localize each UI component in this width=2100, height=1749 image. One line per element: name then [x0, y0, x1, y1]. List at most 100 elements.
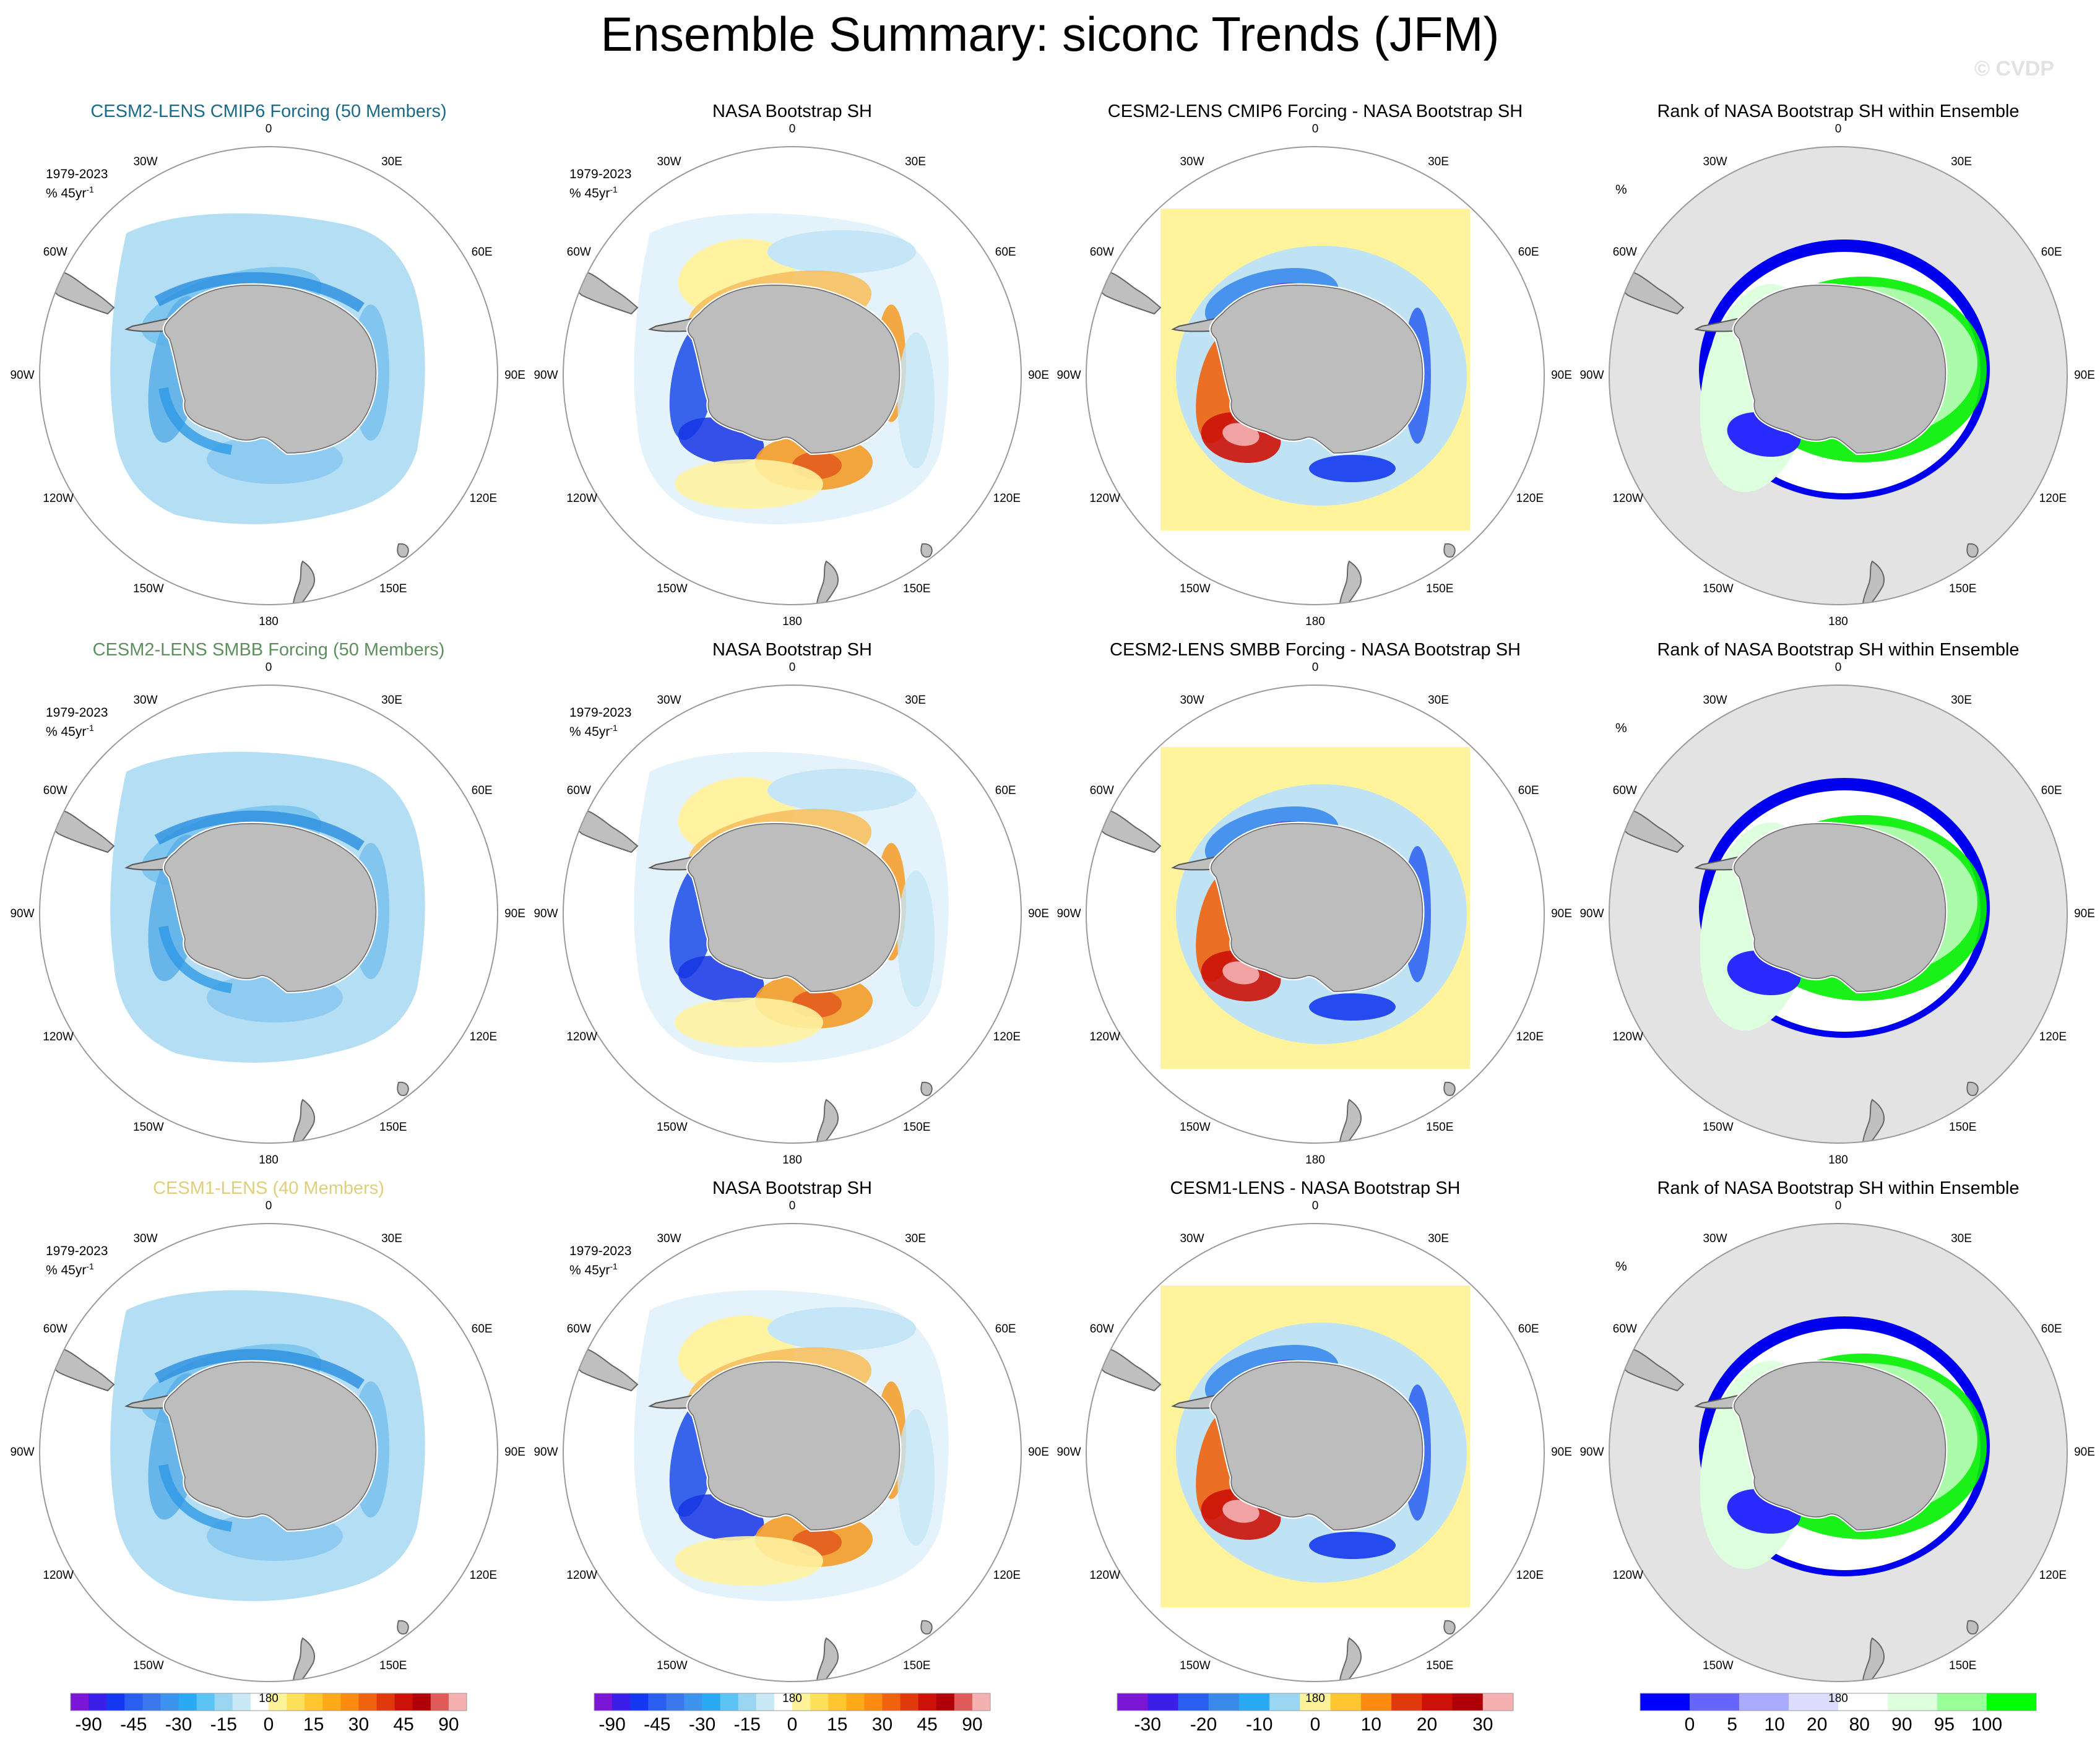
longitude-label: 30W — [133, 1232, 158, 1246]
longitude-label: 150W — [657, 1659, 688, 1672]
map-boundary — [563, 1223, 1022, 1682]
colorbar-swatch — [1238, 1693, 1270, 1711]
colorbar-tick-label: 45 — [393, 1714, 414, 1735]
colorbar-tick-label: 90 — [438, 1714, 459, 1735]
longitude-label: 90W — [10, 369, 35, 382]
colorbar — [1117, 1693, 1514, 1711]
longitude-label: 120E — [2039, 1030, 2067, 1043]
polar-map — [1609, 684, 2068, 1144]
colorbar-swatch — [1269, 1693, 1300, 1711]
longitude-label: 90W — [1579, 907, 1604, 920]
longitude-label: 150W — [1703, 1120, 1734, 1134]
colorbar-tick-label: 15 — [827, 1714, 848, 1735]
longitude-label: 120W — [1612, 1030, 1643, 1043]
longitude-label: 120W — [1089, 1569, 1120, 1582]
polar-map — [1086, 1223, 1545, 1682]
longitude-label: 0 — [1311, 661, 1319, 674]
longitude-label: 60E — [471, 1323, 493, 1336]
longitude-label: 150E — [1949, 1659, 1977, 1672]
longitude-label: 150E — [903, 1120, 931, 1134]
longitude-label: 60W — [1089, 246, 1114, 259]
longitude-label: 60E — [995, 1323, 1016, 1336]
colorbar-swatch — [630, 1693, 649, 1711]
colorbar-tick-label: 0 — [1684, 1714, 1695, 1735]
colorbar-tick-label: -15 — [210, 1714, 237, 1735]
longitude-label: 30E — [1428, 694, 1449, 707]
longitude-label: 0 — [265, 661, 272, 674]
units-label: % 45yr-1 — [46, 182, 108, 201]
longitude-label: 30E — [1951, 694, 1972, 707]
longitude-label: 150E — [1426, 1120, 1454, 1134]
polar-map — [39, 1223, 498, 1682]
longitude-label: 120E — [469, 1030, 498, 1043]
units-label: % 45yr-1 — [569, 182, 631, 201]
longitude-label: 30W — [1180, 1232, 1204, 1246]
colorbar-tick-label: 0 — [787, 1714, 798, 1735]
longitude-label: 120E — [469, 1569, 498, 1582]
longitude-label: 30E — [381, 694, 402, 707]
longitude-label: 30W — [657, 1232, 681, 1246]
units-text: % 45yr — [46, 186, 87, 201]
longitude-label: 120E — [2039, 1569, 2067, 1582]
colorbar-swatch — [214, 1693, 233, 1711]
rank-units-label: % — [1615, 183, 1627, 197]
colorbar-swatch — [1422, 1693, 1453, 1711]
colorbar-swatch — [322, 1693, 341, 1711]
longitude-label: 150E — [903, 1659, 931, 1672]
longitude-label: 30W — [657, 155, 681, 169]
figure-title: Ensemble Summary: siconc Trends (JFM) — [600, 7, 1500, 61]
longitude-label: 0 — [1311, 1199, 1319, 1212]
colorbar-swatch — [412, 1693, 431, 1711]
colorbar-swatch — [287, 1693, 305, 1711]
period-label: 1979-2023 — [46, 706, 108, 720]
colorbar-swatch — [1208, 1693, 1240, 1711]
map-boundary — [1609, 684, 2068, 1144]
longitude-label: 60W — [1612, 784, 1637, 797]
colorbar-swatch — [250, 1693, 269, 1711]
rank-panel-title: Rank of NASA Bootstrap SH within Ensembl… — [1657, 640, 2020, 660]
period-units-label: 1979-2023% 45yr-1 — [46, 1244, 108, 1278]
colorbar-swatch — [1147, 1693, 1178, 1711]
model-panel-title: CESM2-LENS CMIP6 Forcing (50 Members) — [90, 101, 447, 121]
longitude-label: 90E — [2074, 1446, 2095, 1459]
polar-map — [39, 146, 498, 605]
colorbar-swatch — [89, 1693, 107, 1711]
colorbar-swatch — [666, 1693, 685, 1711]
longitude-label: 180 — [1828, 1692, 1848, 1705]
colorbar-swatch — [196, 1693, 215, 1711]
colorbar-tick-label: 100 — [1971, 1714, 2003, 1735]
period-units-label: 1979-2023% 45yr-1 — [46, 706, 108, 740]
longitude-label: 120E — [1516, 1569, 1544, 1582]
longitude-label: 120E — [1516, 1030, 1544, 1043]
longitude-label: 60E — [471, 784, 493, 797]
colorbar-swatch — [756, 1693, 775, 1711]
units-exponent: -1 — [86, 723, 94, 733]
colorbar — [1640, 1693, 2037, 1711]
longitude-label: 90E — [2074, 907, 2095, 920]
longitude-label: 30W — [1703, 155, 1727, 169]
longitude-label: 30W — [1703, 694, 1727, 707]
colorbar-swatch — [71, 1693, 89, 1711]
model-panel-title: CESM1-LENS (40 Members) — [153, 1178, 384, 1198]
obs-panel-title: NASA Bootstrap SH — [712, 101, 872, 121]
difference-panel-title: CESM1-LENS - NASA Bootstrap SH — [1170, 1178, 1461, 1198]
longitude-label: 0 — [1834, 123, 1842, 136]
colorbar-swatch — [1690, 1693, 1740, 1711]
colorbar-swatch — [1360, 1693, 1392, 1711]
colorbar-tick-label: -20 — [1190, 1714, 1217, 1735]
colorbar-swatch — [810, 1693, 829, 1711]
colorbar-swatch — [972, 1693, 991, 1711]
longitude-label: 150E — [379, 1659, 407, 1672]
map-boundary — [563, 146, 1022, 605]
colorbar-swatch — [1117, 1693, 1148, 1711]
colorbar-tick-label: 95 — [1934, 1714, 1955, 1735]
colorbar-swatch — [269, 1693, 287, 1711]
colorbar-swatch — [1178, 1693, 1209, 1711]
longitude-label: 120E — [2039, 492, 2067, 505]
longitude-label: 60E — [2041, 1323, 2062, 1336]
period-units-label: 1979-2023% 45yr-1 — [569, 1244, 631, 1278]
longitude-label: 180 — [1828, 615, 1848, 628]
colorbar-swatch — [612, 1693, 631, 1711]
units-label: % 45yr-1 — [46, 720, 108, 740]
units-exponent: -1 — [610, 723, 618, 733]
